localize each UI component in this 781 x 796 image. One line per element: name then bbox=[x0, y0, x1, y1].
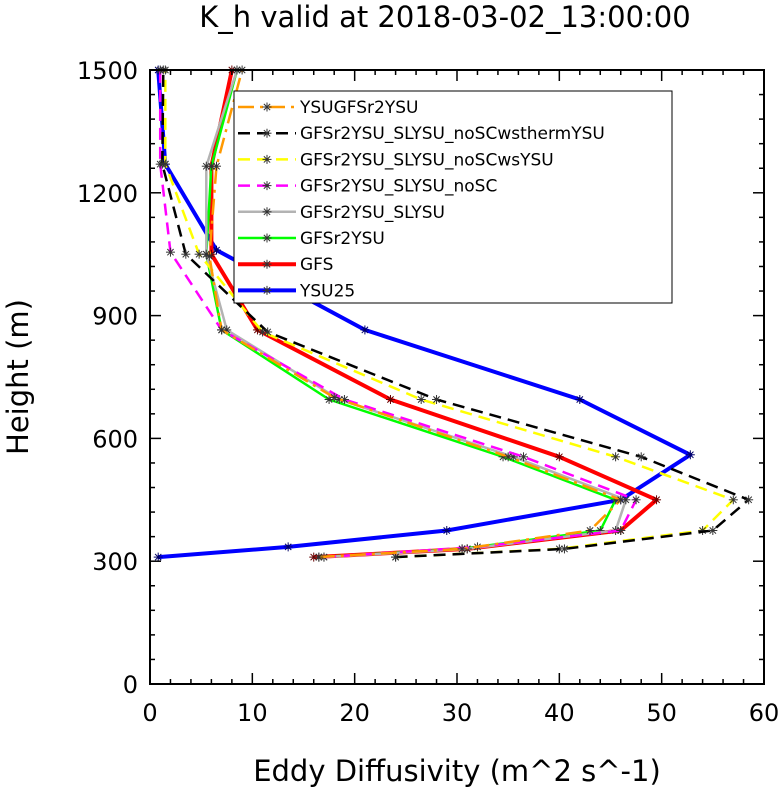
legend-label: GFSr2YSU_SLYSU_noSCwsYSU bbox=[300, 150, 554, 170]
data-point bbox=[194, 249, 204, 259]
data-point bbox=[283, 542, 293, 552]
legend-marker bbox=[262, 207, 272, 217]
series-YSUGFSr2YSU bbox=[204, 65, 626, 562]
data-point bbox=[554, 452, 564, 462]
legend-item: GFSr2YSU_SLYSU bbox=[238, 203, 445, 223]
legend-item: GFSr2YSU_SLYSU_noSC bbox=[238, 177, 497, 197]
legend-marker bbox=[262, 154, 272, 164]
data-point bbox=[728, 495, 738, 505]
series-line bbox=[205, 69, 617, 559]
legend-box bbox=[233, 90, 673, 304]
y-tick-label: 300 bbox=[92, 548, 138, 576]
data-point bbox=[263, 327, 273, 337]
x-tick-label: 30 bbox=[442, 699, 473, 727]
data-point bbox=[685, 450, 695, 460]
data-point bbox=[442, 526, 452, 535]
x-tick-label: 40 bbox=[544, 699, 575, 727]
x-tick-label: 10 bbox=[237, 699, 268, 727]
data-point bbox=[585, 526, 595, 535]
series-line bbox=[158, 70, 638, 559]
legend-marker bbox=[262, 102, 272, 112]
data-point bbox=[314, 552, 324, 562]
legend-marker bbox=[262, 233, 272, 243]
legend-label: GFS bbox=[300, 255, 333, 275]
legend-item: GFSr2YSU_SLYSU_noSCwsthermYSU bbox=[238, 124, 605, 144]
data-point bbox=[181, 249, 191, 259]
chart-title: K_h valid at 2018-03-02_13:00:00 bbox=[199, 0, 690, 34]
data-point bbox=[744, 495, 754, 505]
data-point bbox=[416, 395, 426, 405]
data-point bbox=[329, 392, 339, 402]
legend-label: GFSr2YSU bbox=[300, 229, 385, 249]
data-point bbox=[519, 452, 529, 462]
y-tick-label: 0 bbox=[123, 671, 138, 699]
y-tick-label: 900 bbox=[92, 303, 138, 331]
data-point bbox=[616, 526, 626, 535]
data-point bbox=[201, 161, 211, 171]
legend-item: GFS bbox=[238, 255, 333, 275]
legend-label: GFSr2YSU_SLYSU_noSCwsthermYSU bbox=[300, 124, 605, 144]
legend: YSUGFSr2YSU GFSr2YSU_SLYSU_noSCwsthermYSU… bbox=[233, 90, 673, 304]
data-point bbox=[157, 159, 167, 169]
legend-label: GFSr2YSU_SLYSU_noSC bbox=[300, 177, 497, 197]
data-point bbox=[432, 395, 442, 405]
y-tick-label: 1200 bbox=[77, 180, 138, 208]
plot-lines bbox=[153, 65, 754, 562]
x-tick-label: 20 bbox=[339, 699, 370, 727]
data-point bbox=[616, 495, 626, 505]
series-line bbox=[208, 69, 622, 559]
data-point bbox=[385, 395, 395, 405]
data-point bbox=[217, 325, 227, 335]
x-tick-label: 0 bbox=[142, 699, 157, 727]
data-point bbox=[153, 552, 163, 562]
data-point bbox=[559, 544, 569, 554]
series-line bbox=[161, 69, 750, 559]
series-GFSr2YSU_SLYSU_noSCwsthermYSU bbox=[157, 65, 754, 562]
y-tick-label: 600 bbox=[92, 425, 138, 453]
legend-marker bbox=[262, 285, 272, 295]
data-point bbox=[360, 325, 370, 335]
legend-label: YSU25 bbox=[299, 281, 355, 301]
data-point bbox=[457, 544, 467, 554]
x-axis-label: Eddy Diffusivity (m^2 s^-1) bbox=[253, 754, 661, 788]
data-point bbox=[636, 452, 646, 462]
legend-marker bbox=[262, 128, 272, 138]
data-point bbox=[652, 495, 662, 505]
legend-marker bbox=[262, 181, 272, 191]
data-point bbox=[212, 161, 222, 171]
legend-item: GFSr2YSU bbox=[238, 229, 385, 249]
legend-marker bbox=[262, 259, 272, 269]
legend-item: YSUGFSr2YSU bbox=[238, 98, 419, 118]
legend-item: GFSr2YSU_SLYSU_noSCwsYSU bbox=[238, 150, 554, 170]
x-tick-label: 60 bbox=[749, 699, 780, 727]
legend-label: GFSr2YSU_SLYSU bbox=[300, 203, 445, 223]
data-point bbox=[391, 552, 401, 562]
data-point bbox=[165, 247, 175, 257]
y-tick-label: 1500 bbox=[77, 57, 138, 85]
data-point bbox=[631, 495, 641, 505]
y-axis-label: Height (m) bbox=[1, 299, 35, 455]
legend-label: YSUGFSr2YSU bbox=[299, 98, 419, 118]
data-point bbox=[708, 526, 718, 535]
data-point bbox=[611, 452, 621, 462]
data-point bbox=[575, 395, 585, 405]
data-point bbox=[503, 452, 513, 462]
data-point bbox=[212, 245, 222, 255]
legend-item: YSU25 bbox=[238, 281, 355, 301]
x-tick-label: 50 bbox=[646, 699, 677, 727]
data-point bbox=[204, 251, 214, 261]
series-line bbox=[156, 69, 693, 560]
